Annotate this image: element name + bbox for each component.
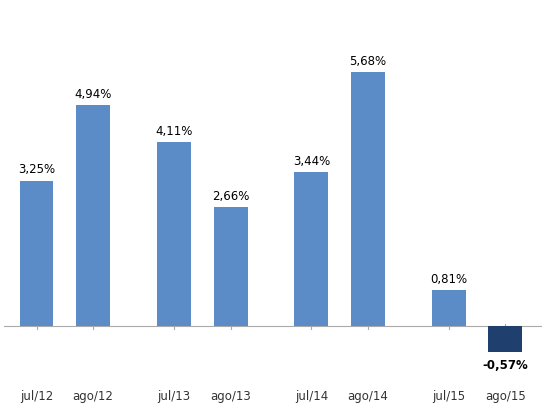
Text: 4,11%: 4,11% <box>155 125 193 138</box>
Text: 2,66%: 2,66% <box>212 190 249 203</box>
Bar <box>213 207 247 326</box>
Text: 5,68%: 5,68% <box>349 55 387 68</box>
Text: 0,81%: 0,81% <box>430 273 467 286</box>
Text: 3,25%: 3,25% <box>18 164 55 177</box>
Text: 4,94%: 4,94% <box>74 88 112 101</box>
Bar <box>351 72 385 326</box>
Bar <box>432 290 466 326</box>
Bar <box>294 173 328 326</box>
Bar <box>76 105 110 326</box>
Text: 3,44%: 3,44% <box>293 155 330 168</box>
Bar <box>20 181 54 326</box>
Bar <box>157 142 191 326</box>
Text: -0,57%: -0,57% <box>483 359 529 372</box>
Bar <box>489 326 523 352</box>
